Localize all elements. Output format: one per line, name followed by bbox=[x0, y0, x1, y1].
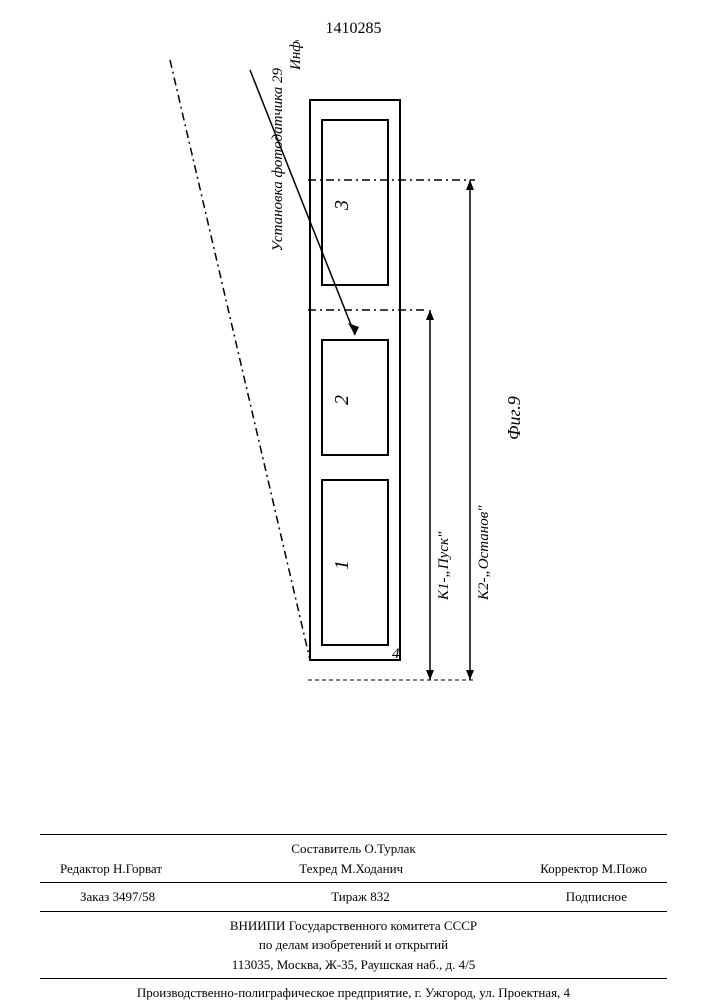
order: Заказ 3497/58 bbox=[80, 887, 155, 907]
credits-row: Редактор Н.Горват Техред М.Ходанич Корре… bbox=[0, 859, 707, 879]
label-info: Информация от счетчика 39 блока 19 bbox=[288, 40, 304, 71]
block-3-label: 3 bbox=[331, 200, 353, 211]
subscription: Подписное bbox=[566, 887, 627, 907]
divider-top bbox=[40, 834, 667, 835]
figure-diagram: 4 1 2 3 Установка фотодатчика 29 Информа… bbox=[50, 40, 650, 790]
k2-arrow-bot bbox=[466, 670, 474, 680]
block-2-label: 2 bbox=[331, 395, 353, 405]
org-line-1: ВНИИПИ Государственного комитета СССР bbox=[0, 916, 707, 936]
corrector: Корректор М.Пожо bbox=[540, 859, 647, 879]
k1-arrow-top bbox=[426, 310, 434, 320]
colophon: Составитель О.Турлак Редактор Н.Горват Т… bbox=[0, 830, 707, 1003]
divider-3 bbox=[40, 911, 667, 912]
techred: Техред М.Ходанич bbox=[299, 859, 403, 879]
container-group: 4 1 2 3 bbox=[310, 100, 400, 662]
k1-arrow-bot bbox=[426, 670, 434, 680]
compiler-line: Составитель О.Турлак bbox=[0, 839, 707, 859]
address: 113035, Москва, Ж-35, Раушская наб., д. … bbox=[0, 955, 707, 975]
k2-arrow-top bbox=[466, 180, 474, 190]
org-line-2: по делам изобретений и открытий bbox=[0, 935, 707, 955]
order-row: Заказ 3497/58 Тираж 832 Подписное bbox=[0, 887, 707, 907]
divider-4 bbox=[40, 978, 667, 979]
figure-label: Фиг.9 bbox=[504, 396, 524, 440]
editor: Редактор Н.Горват bbox=[60, 859, 162, 879]
k2-label: К2-„Останов" bbox=[476, 505, 492, 601]
block-1-label: 1 bbox=[331, 560, 353, 570]
container-label: 4 bbox=[392, 646, 400, 662]
page-number: 1410285 bbox=[326, 20, 382, 38]
container-rect bbox=[310, 100, 400, 660]
divider-2 bbox=[40, 882, 667, 883]
k1-label: К1-„Пуск" bbox=[436, 531, 452, 601]
label-sensor: Установка фотодатчика 29 bbox=[270, 68, 286, 252]
tirage: Тираж 832 bbox=[331, 887, 390, 907]
sensor-line bbox=[170, 60, 310, 660]
